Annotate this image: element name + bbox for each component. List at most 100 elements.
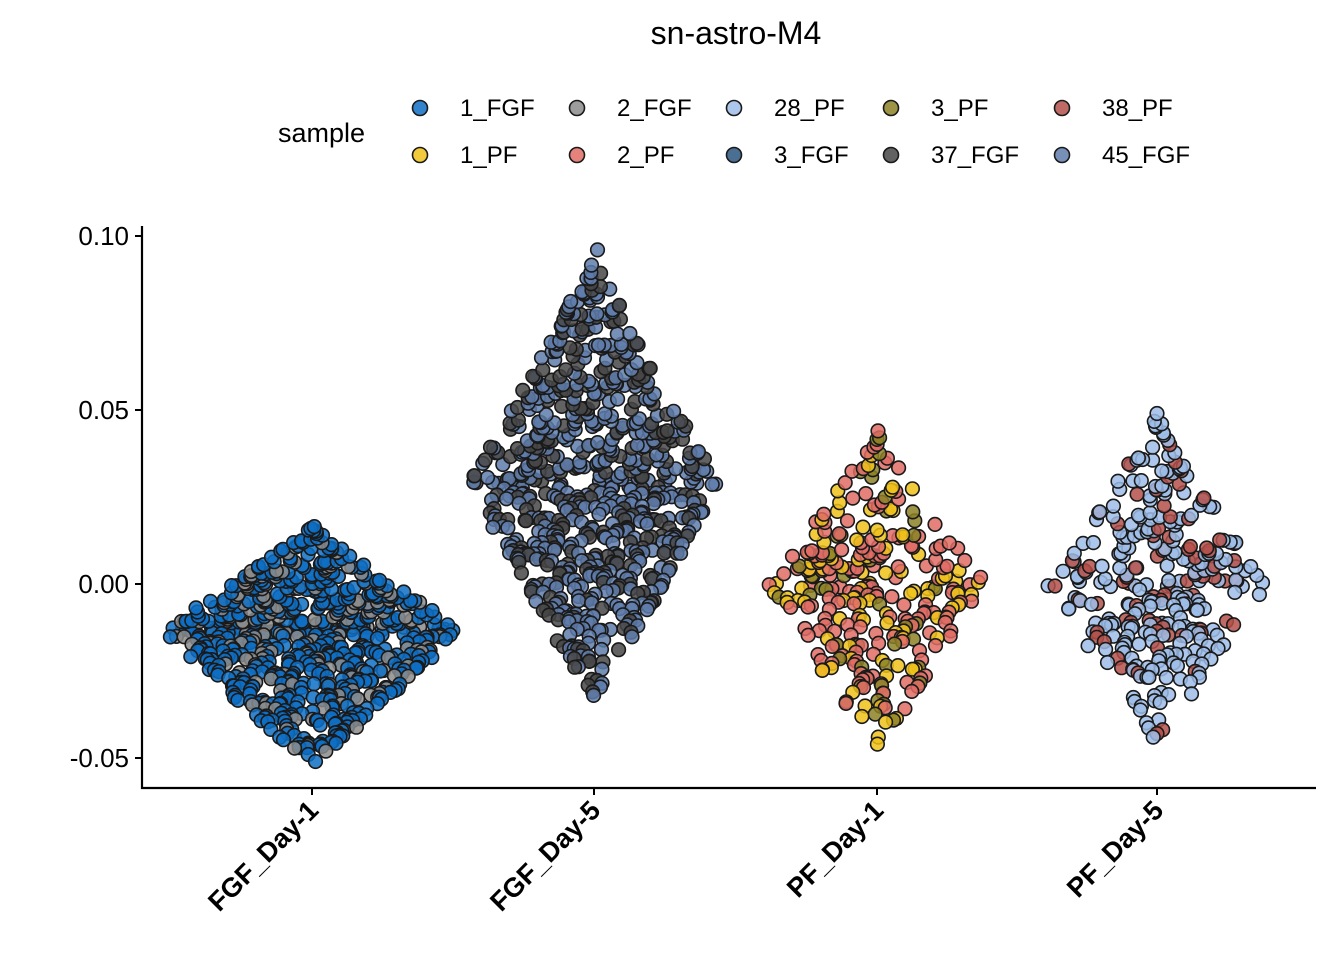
point-FGF_Day-5-96 <box>498 491 515 507</box>
point-PF_Day-5-242 <box>1129 486 1145 502</box>
point-FGF_Day-5-470 <box>515 382 531 399</box>
point-PF_Day-1-191 <box>855 519 871 535</box>
point-PF_Day-5-249 <box>1158 669 1174 686</box>
point-PF_Day-5-196 <box>1097 641 1114 658</box>
y-tick-label-0: -0.05 <box>70 743 129 773</box>
point-PF_Day-1-149 <box>879 615 895 631</box>
point-PF_Day-1-263 <box>837 475 853 491</box>
legend-label-28_PF: 28_PF <box>774 95 845 122</box>
point-PF_Day-1-41 <box>776 566 792 582</box>
legend-key-45_FGF <box>1053 146 1071 164</box>
point-PF_Day-1-258 <box>884 479 901 495</box>
point-PF_Day-1-182 <box>942 628 958 644</box>
point-FGF_Day-1-298 <box>183 648 199 665</box>
point-FGF_Day-1-704 <box>318 743 334 759</box>
point-FGF_Day-5-142 <box>477 452 493 468</box>
x-tick-label-2: PF_Day-1 <box>781 795 889 903</box>
point-PF_Day-5-286 <box>1130 450 1146 466</box>
axes-lines <box>140 226 1316 790</box>
point-PF_Day-1-243 <box>814 662 830 679</box>
point-PF_Day-1-129 <box>804 543 820 559</box>
point-FGF_Day-1-127 <box>438 631 454 647</box>
point-PF_Day-1-240 <box>904 661 921 677</box>
point-PF_Day-1-51 <box>884 589 900 605</box>
point-FGF_Day-5-256 <box>500 520 516 536</box>
point-PF_Day-5-100 <box>1066 545 1082 561</box>
point-PF_Day-1-246 <box>858 486 874 502</box>
point-PF_Day-1-281 <box>838 695 854 712</box>
point-PF_Day-1-152 <box>941 535 957 551</box>
point-PF_Day-1-159 <box>849 532 865 548</box>
point-FGF_Day-5-237 <box>639 516 655 532</box>
legend-key-28_PF <box>725 99 743 117</box>
point-FGF_Day-5-546 <box>558 362 574 378</box>
point-FGF_Day-5-33 <box>479 469 496 486</box>
y-tick-label-1: 0.00 <box>78 569 129 599</box>
legend-key-3_FGF <box>725 146 743 164</box>
point-FGF_Day-5-435 <box>609 391 626 407</box>
point-PF_Day-1-39 <box>903 585 919 602</box>
point-FGF_Day-1-678 <box>306 518 322 535</box>
point-PF_Day-1-205 <box>824 638 840 655</box>
point-FGF_Day-1-427 <box>224 577 240 594</box>
point-PF_Day-1-25 <box>972 569 989 585</box>
point-PF_Day-1-105 <box>784 548 801 565</box>
point-PF_Day-1-287 <box>897 701 913 717</box>
y-tick-label-2: 0.05 <box>78 395 129 425</box>
point-FGF_Day-5-227 <box>518 513 534 529</box>
point-PF_Day-1-215 <box>905 504 921 520</box>
legend-key-38_PF <box>1053 99 1071 117</box>
point-PF_Day-5-28 <box>1227 584 1243 601</box>
legend-key-3_PF <box>882 99 900 117</box>
legend-label-45_FGF: 45_FGF <box>1102 142 1190 169</box>
point-PF_Day-1-277 <box>890 460 907 476</box>
point-PF_Day-1-176 <box>894 527 911 543</box>
point-FGF_Day-1-65 <box>346 626 362 643</box>
point-PF_Day-1-211 <box>816 506 832 522</box>
point-PF_Day-5-287 <box>1132 702 1148 718</box>
point-PF_Day-1-202 <box>927 637 944 654</box>
point-PF_Day-5-265 <box>1183 686 1200 702</box>
point-FGF_Day-5-235 <box>589 435 606 451</box>
point-PF_Day-1-194 <box>927 516 943 533</box>
point-PF_Day-5-19 <box>1161 572 1177 589</box>
point-FGF_Day-1-703 <box>287 740 303 756</box>
point-FGF_Day-5-618 <box>590 337 607 353</box>
point-PF_Day-5-59 <box>1081 558 1098 575</box>
point-PF_Day-5-57 <box>1243 558 1259 575</box>
point-PF_Day-5-227 <box>1169 658 1185 674</box>
point-PF_Day-5-70 <box>1083 596 1099 612</box>
point-PF_Day-5-305 <box>1149 405 1165 422</box>
point-PF_Day-5-291 <box>1144 439 1161 455</box>
legend-key-2_FGF <box>568 99 586 117</box>
point-FGF_Day-5-11 <box>704 476 720 493</box>
point-FGF_Day-1-464 <box>371 572 388 589</box>
point-PF_Day-1-297 <box>877 714 894 730</box>
point-PF_Day-5-270 <box>1154 463 1170 479</box>
point-FGF_Day-5-700 <box>567 659 583 675</box>
x-tick-label-1: FGF_Day-5 <box>484 795 606 917</box>
point-PF_Day-1-75 <box>939 558 955 574</box>
point-FGF_Day-5-671 <box>593 641 610 658</box>
point-PF_Day-1-233 <box>890 657 906 674</box>
point-PF_Day-1-179 <box>831 526 847 542</box>
point-PF_Day-1-187 <box>869 522 885 538</box>
point-PF_Day-1-96 <box>957 552 973 569</box>
point-FGF_Day-5-461 <box>513 565 530 581</box>
legend-label-2_PF: 2_PF <box>617 142 674 169</box>
point-FGF_Day-5-725 <box>589 242 606 258</box>
point-PF_Day-5-90 <box>1189 602 1205 618</box>
point-PF_Day-1-293 <box>854 708 870 725</box>
point-PF_Day-5-248 <box>1141 669 1157 686</box>
point-FGF_Day-1-668 <box>348 719 365 735</box>
point-PF_Day-5-114 <box>1182 538 1198 555</box>
point-PF_Day-1-256 <box>904 481 921 497</box>
point-PF_Day-5-129 <box>1085 534 1101 551</box>
point-FGF_Day-5-183 <box>690 444 707 460</box>
point-FGF_Day-5-557 <box>571 593 587 609</box>
point-PF_Day-5-261 <box>1133 473 1149 489</box>
point-FGF_Day-5-648 <box>624 629 640 645</box>
point-PF_Day-1-45 <box>878 565 894 581</box>
